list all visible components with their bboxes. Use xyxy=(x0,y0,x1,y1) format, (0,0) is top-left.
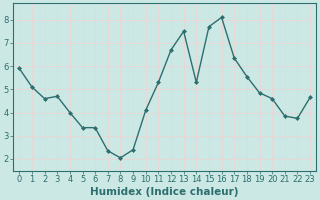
X-axis label: Humidex (Indice chaleur): Humidex (Indice chaleur) xyxy=(91,187,239,197)
